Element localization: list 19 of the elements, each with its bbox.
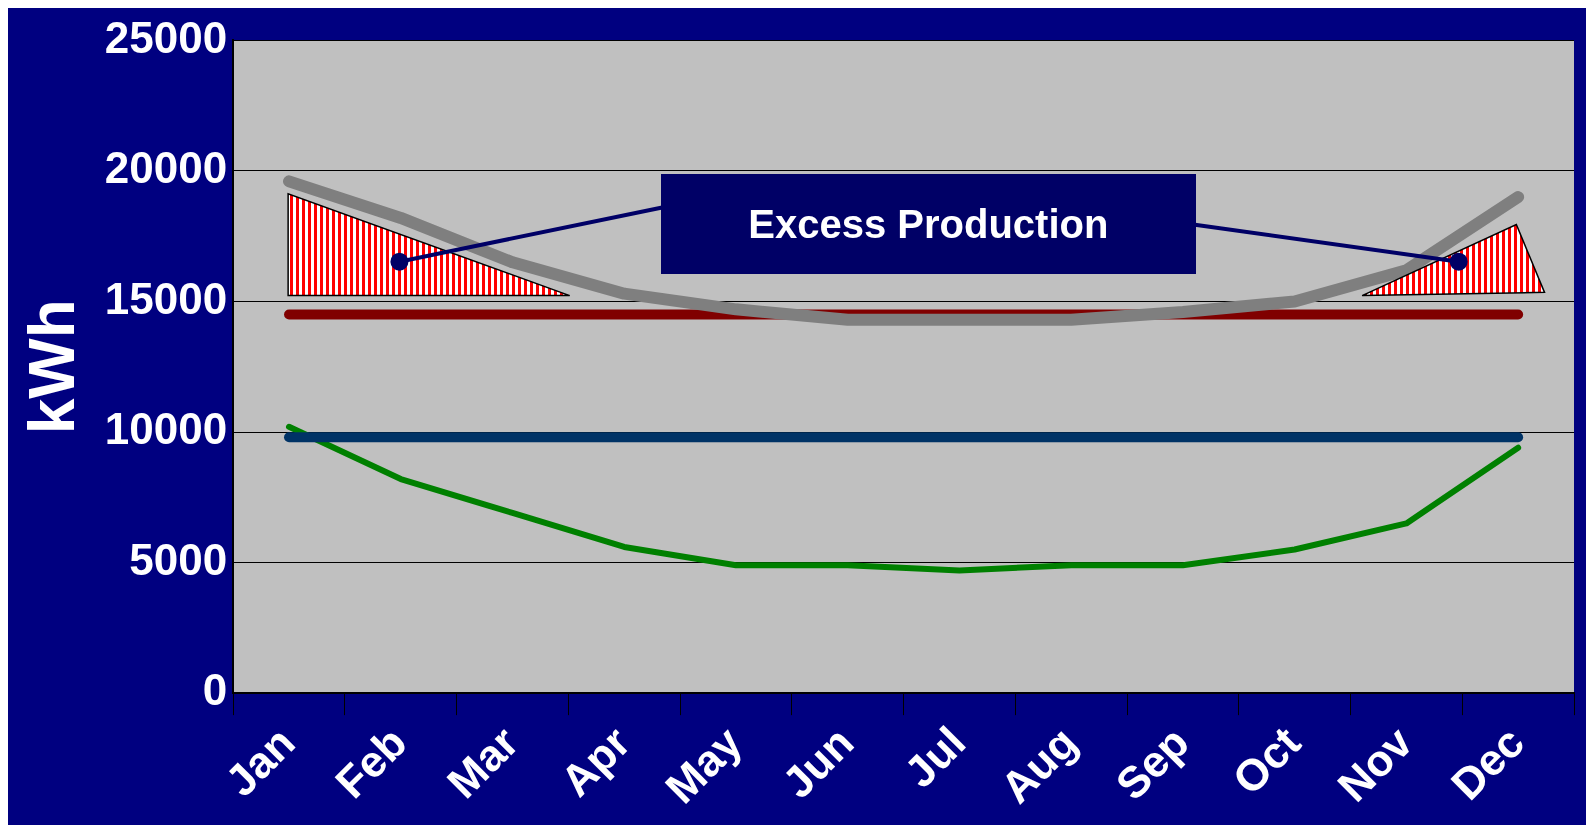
y-tick-label: 5000 [129, 534, 228, 584]
y-tick-label: 0 [202, 665, 228, 715]
y-axis-title: kWh [16, 299, 89, 435]
x-tick-label: Oct [1223, 716, 1310, 804]
x-tick-label: Feb [325, 717, 416, 808]
y-tick-label: 20000 [104, 143, 228, 193]
x-tick-label: Nov [1327, 716, 1422, 811]
x-tick-label: Jan [215, 717, 304, 806]
x-tick-label: Sep [1106, 717, 1198, 809]
x-tick-label: Apr [550, 717, 640, 806]
x-tick-label: Jun [772, 717, 863, 808]
x-tick-label: Aug [991, 717, 1087, 813]
callout-box: Excess Production [660, 174, 1196, 275]
y-tick-label: 25000 [104, 12, 228, 62]
x-tick-label: Dec [1441, 717, 1534, 809]
x-tick-label: Mar [437, 717, 528, 808]
y-tick-label: 10000 [104, 404, 228, 454]
x-tick-label: Jul [894, 717, 975, 797]
y-tick-label: 15000 [104, 273, 228, 323]
